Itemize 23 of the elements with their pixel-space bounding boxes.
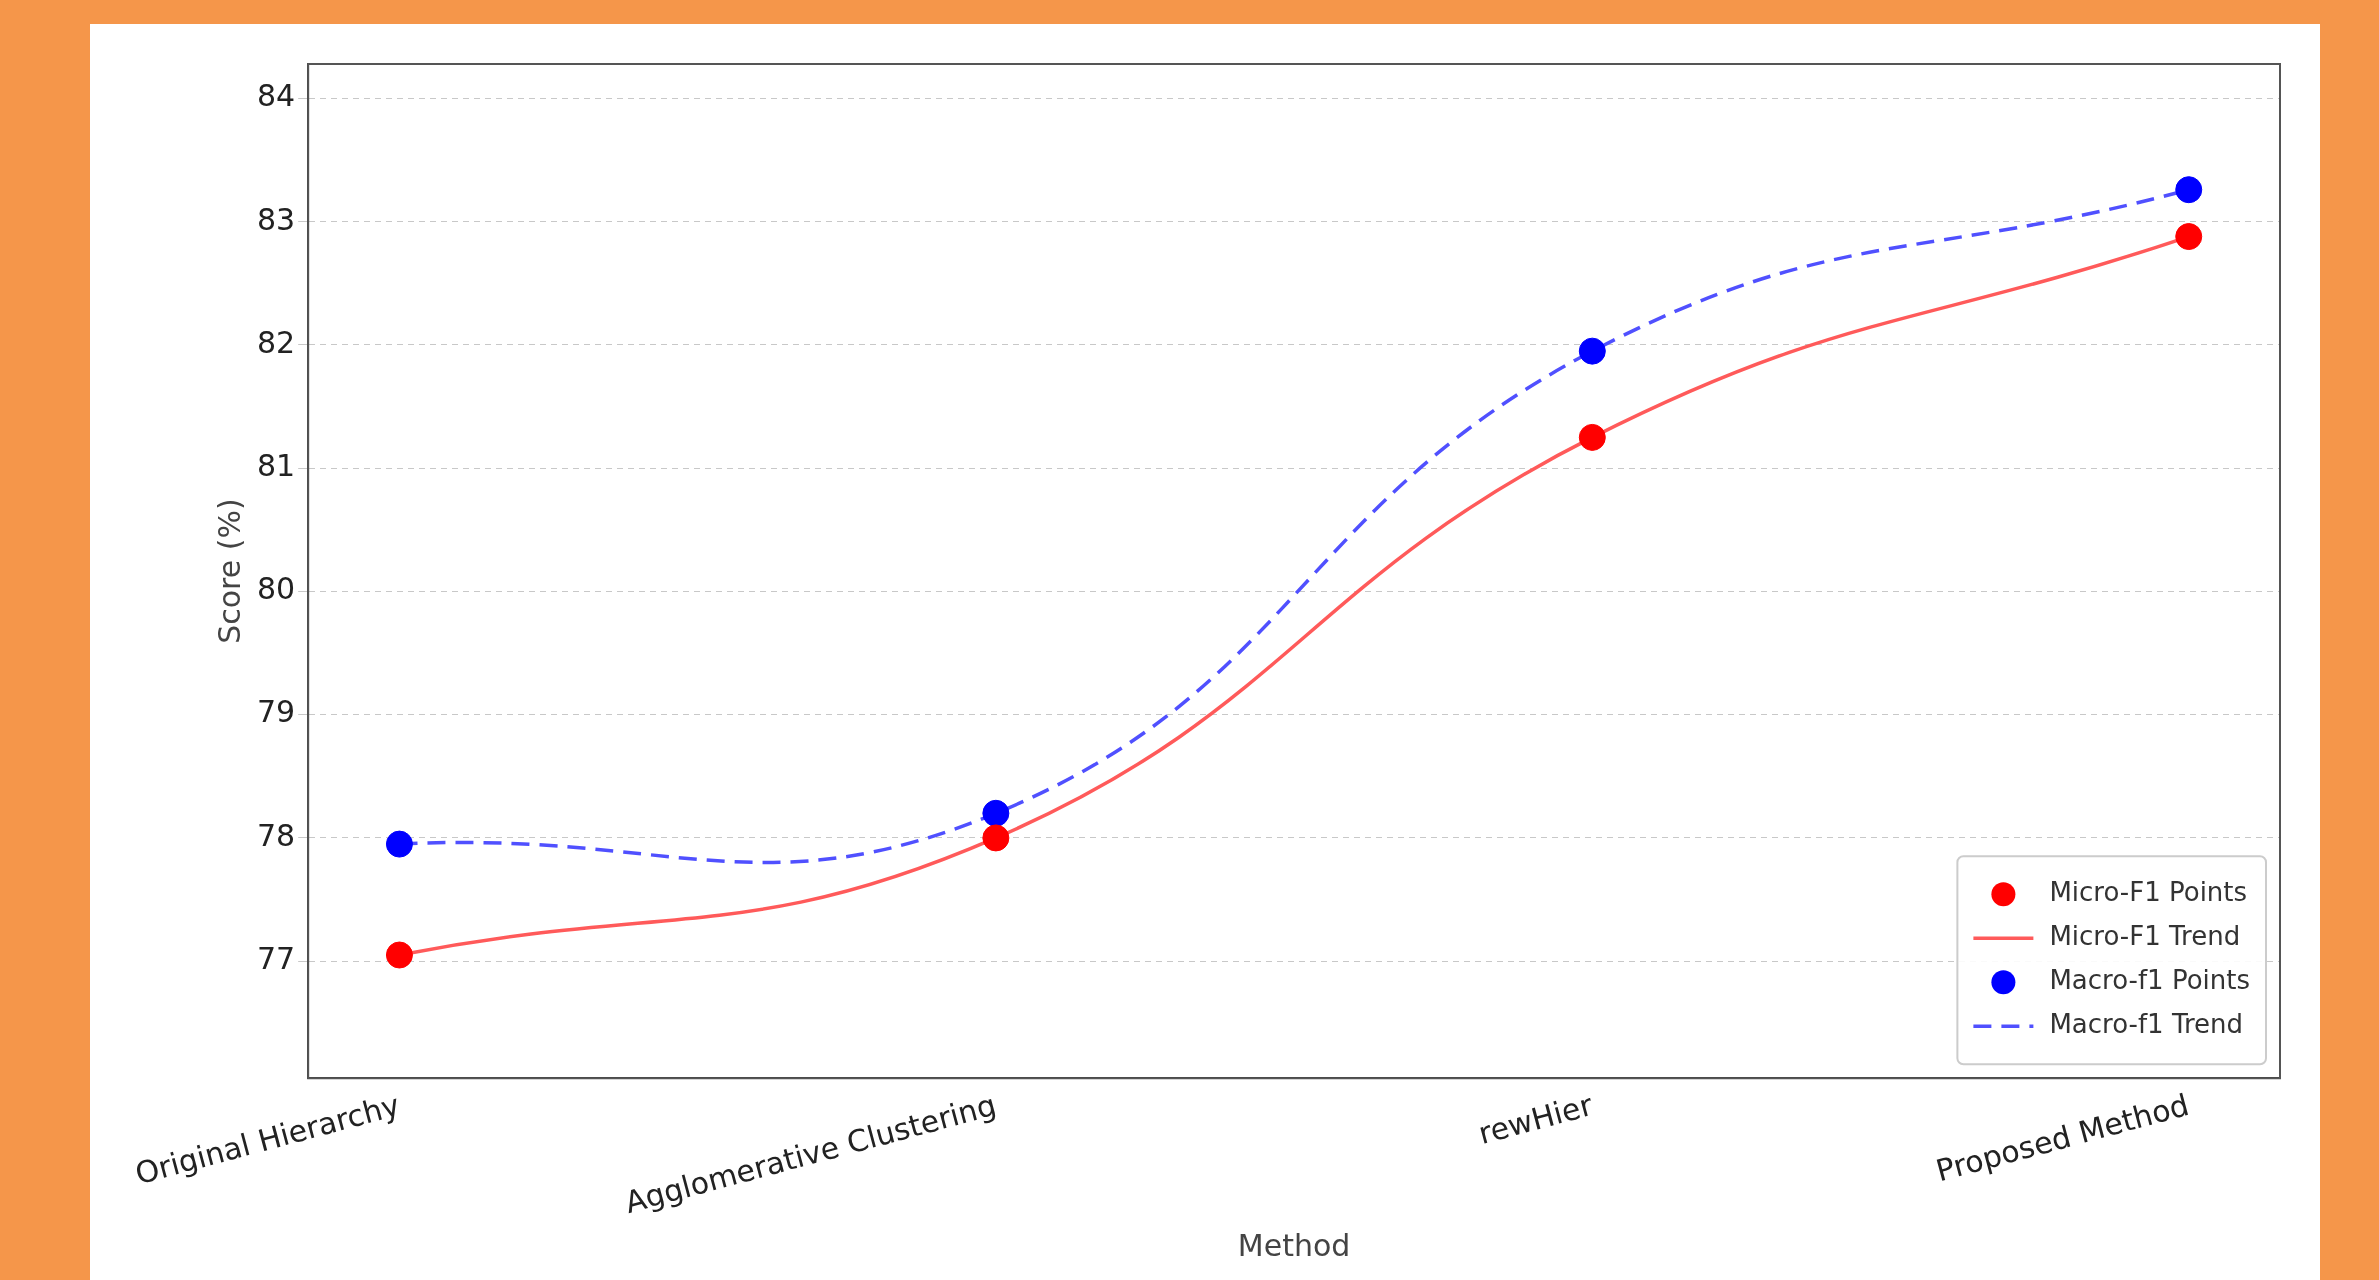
y-tick-label: 83: [256, 201, 296, 237]
y-axis-title: Score (%): [211, 498, 247, 644]
legend-label: Micro-F1 Trend: [2049, 921, 2241, 951]
point: [982, 824, 1010, 852]
point: [982, 799, 1010, 827]
legend-label: Macro-f1 Points: [2049, 965, 2251, 995]
point: [385, 941, 413, 969]
y-tick-label: 84: [256, 78, 296, 114]
y-tick-label: 81: [256, 448, 296, 484]
y-tick-label: 79: [256, 694, 296, 730]
legend-label: Macro-f1 Trend: [2049, 1009, 2244, 1039]
x-axis-title: Method: [1237, 1227, 1351, 1263]
point: [385, 830, 413, 858]
x-tick-label: rewHier: [1474, 1086, 1597, 1152]
y-tick-label: 78: [256, 817, 296, 853]
point: [1578, 423, 1606, 451]
point: [2175, 176, 2203, 204]
legend-label: Micro-F1 Points: [2049, 877, 2248, 907]
y-tick-label: 80: [256, 571, 296, 607]
point: [2175, 223, 2203, 251]
y-tick-label: 77: [256, 940, 296, 976]
point: [1578, 337, 1606, 365]
y-tick-label: 82: [256, 324, 296, 360]
